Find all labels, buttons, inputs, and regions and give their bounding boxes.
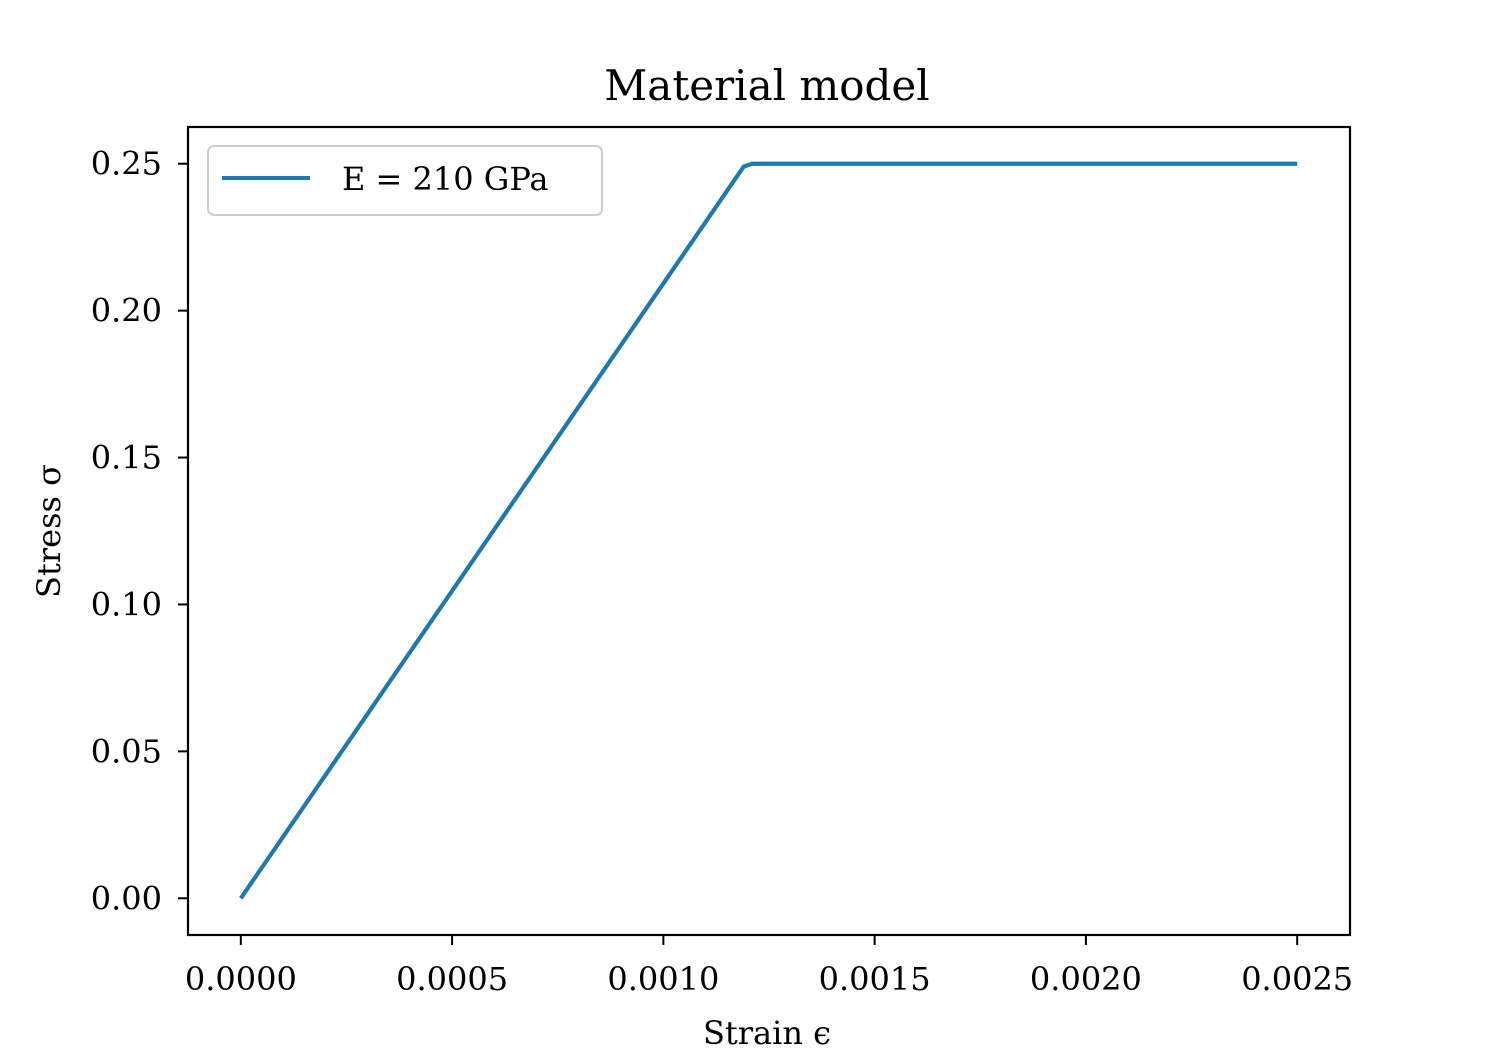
x-tick-label: 0.0020 xyxy=(1030,960,1142,998)
x-tick-label: 0.0015 xyxy=(819,960,931,998)
y-tick-label: 0.00 xyxy=(91,879,162,917)
plot-area xyxy=(188,127,1350,935)
y-axis-label: Stress σ xyxy=(30,464,68,598)
x-tick-label: 0.0010 xyxy=(607,960,719,998)
legend-box xyxy=(207,145,603,216)
plot-frame xyxy=(186,125,1352,937)
x-axis: 0.0000 0.0005 0.0010 0.0015 0.0020 0.0025 xyxy=(185,935,1353,998)
y-tick-label: 0.15 xyxy=(91,439,162,477)
x-tick-label: 0.0005 xyxy=(396,960,508,998)
y-tick-label: 0.10 xyxy=(91,585,162,623)
chart-title: Material model xyxy=(604,61,929,110)
legend-label: E = 210 GPa xyxy=(342,160,549,198)
series-layer xyxy=(239,161,1298,900)
y-axis: 0.00 0.05 0.10 0.15 0.20 0.25 xyxy=(91,145,188,917)
y-tick-label: 0.20 xyxy=(91,292,162,330)
x-axis-label: Strain ϵ xyxy=(703,1014,831,1050)
legend: E = 210 GPa xyxy=(207,145,603,216)
series-line-0 xyxy=(239,161,1298,900)
y-tick-label: 0.05 xyxy=(91,732,162,770)
x-tick-label: 0.0000 xyxy=(185,960,297,998)
x-tick-label: 0.0025 xyxy=(1241,960,1353,998)
y-tick-label: 0.25 xyxy=(91,145,162,183)
